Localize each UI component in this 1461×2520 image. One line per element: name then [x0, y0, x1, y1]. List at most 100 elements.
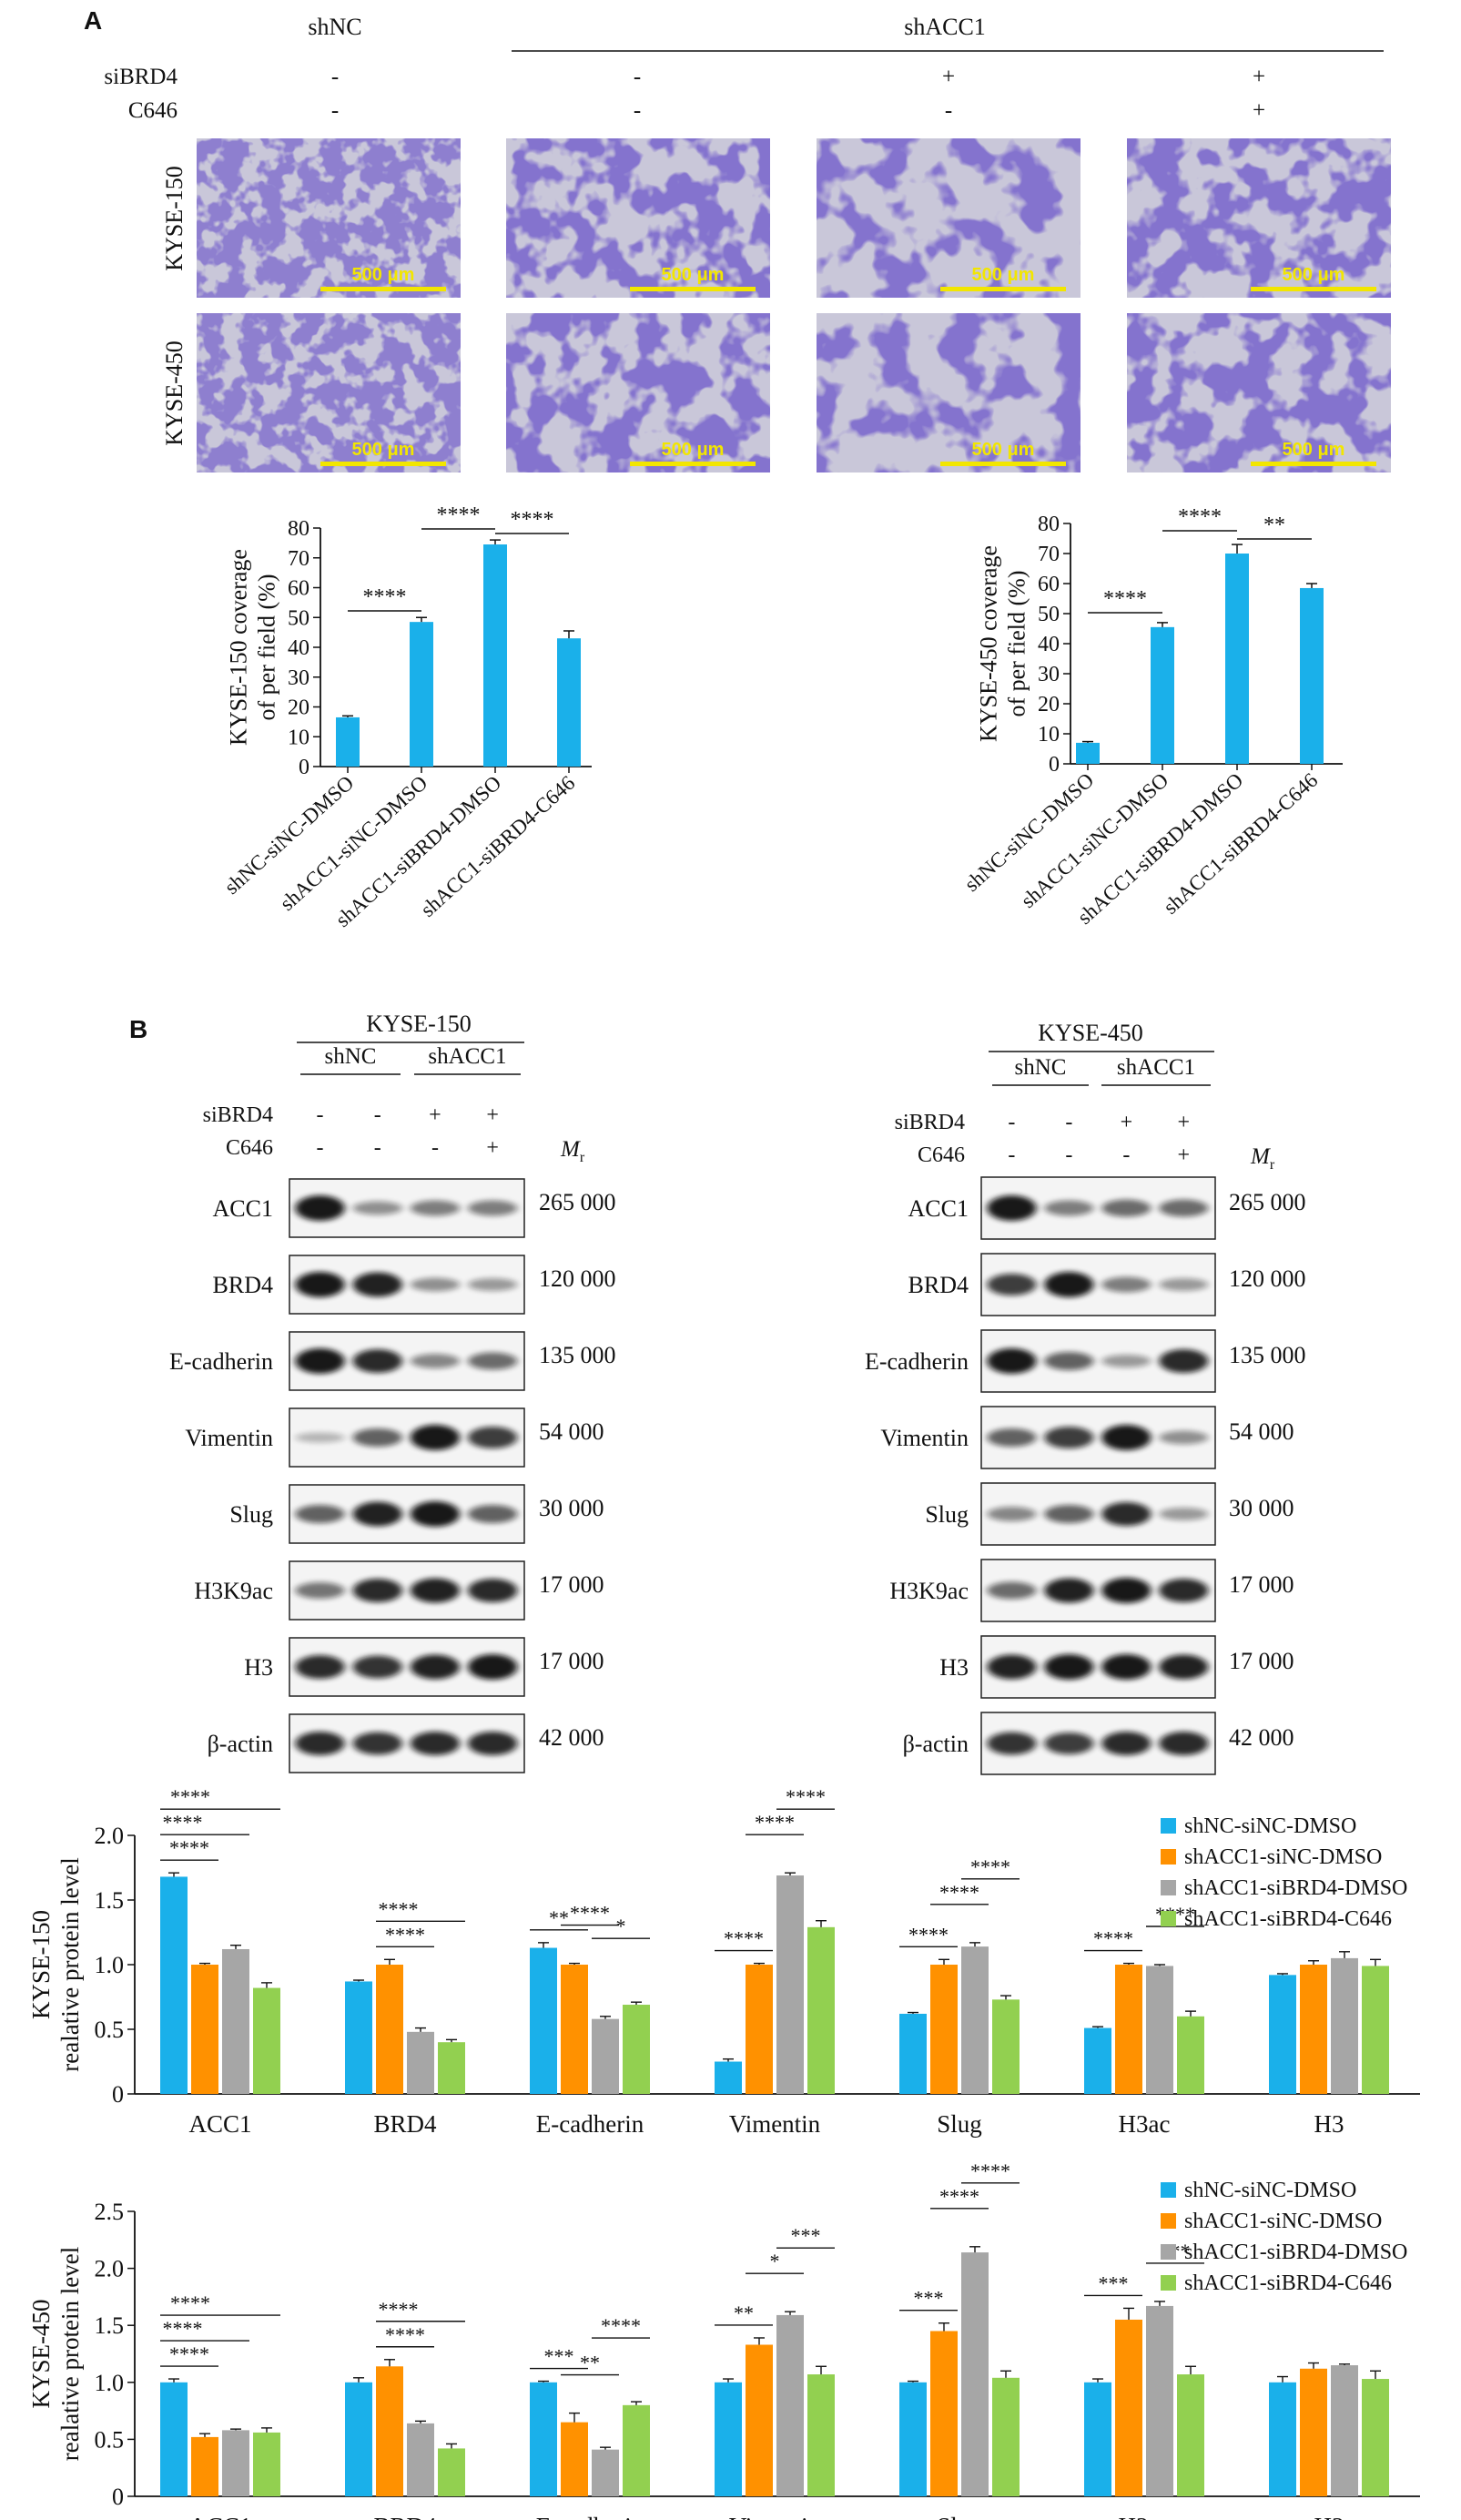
legend-swatch — [1161, 1849, 1176, 1865]
blot-band — [1101, 1199, 1152, 1217]
legend-label: shACC1-siBRD4-DMSO — [1184, 2241, 1407, 2264]
y-axis-label-line: KYSE-450 — [27, 2300, 55, 2409]
blot-band — [1044, 1272, 1094, 1297]
blot-band — [468, 1427, 518, 1448]
blot-band — [1159, 1349, 1209, 1373]
bar — [1146, 1966, 1173, 2094]
significance-label: **** — [724, 1927, 764, 1950]
blot-band — [1159, 1732, 1209, 1755]
bar — [253, 2432, 280, 2496]
x-tick-label: shNC-siNC-DMSO — [220, 771, 359, 899]
condition-sign: - — [634, 98, 641, 123]
significance-label: ** — [1263, 513, 1285, 537]
scale-bar — [1251, 287, 1376, 291]
protein-label: Vimentin — [185, 1425, 273, 1451]
blot-band — [410, 1654, 461, 1680]
legend-swatch — [1161, 1818, 1176, 1834]
bar — [345, 1981, 372, 2094]
y-tick-label: 70 — [288, 547, 309, 571]
blot-condition-sign: - — [1065, 1111, 1072, 1134]
bar — [992, 1999, 1020, 2094]
blot-band — [1159, 1278, 1209, 1291]
scale-bar-label: 500 μm — [352, 265, 415, 285]
blot-condition-sign: - — [1065, 1143, 1072, 1167]
bar — [191, 1965, 218, 2094]
significance-label: **** — [908, 1923, 949, 1946]
y-tick-label: 20 — [1038, 693, 1060, 716]
y-tick-label: 10 — [1038, 723, 1060, 747]
blot-band — [295, 1655, 345, 1679]
molecular-weight-label: 120 000 — [539, 1265, 616, 1292]
protein-label: H3K9ac — [889, 1578, 969, 1604]
mr-subscript: r — [580, 1150, 585, 1165]
scale-bar-label: 500 μm — [662, 440, 725, 460]
bar — [557, 638, 581, 767]
blot-band — [410, 1732, 461, 1755]
protein-label: H3K9ac — [194, 1578, 273, 1604]
bar — [1084, 2027, 1111, 2094]
panel-letter-b: B — [129, 1015, 147, 1043]
blot-band — [468, 1278, 518, 1291]
significance-label: ** — [734, 2302, 754, 2324]
y-tick-label: 0 — [299, 756, 309, 779]
blot-band — [1101, 1425, 1152, 1450]
blot-group-shacc1: shACC1 — [428, 1044, 506, 1069]
bar — [222, 1948, 249, 2094]
legend-label: shACC1-siBRD4-C646 — [1184, 1907, 1392, 1931]
bar — [1115, 1965, 1142, 2094]
y-axis-label: KYSE-450 coverageof per field (%) — [975, 545, 1030, 742]
bar — [222, 2430, 249, 2496]
blot-band — [352, 1501, 402, 1527]
legend-swatch — [1161, 1880, 1176, 1895]
significance-label: **** — [170, 1785, 210, 1808]
blot-band — [410, 1578, 461, 1603]
significance-label: **** — [385, 2323, 425, 2346]
bar — [1269, 1975, 1296, 2094]
blot-band — [352, 1272, 402, 1297]
condition-sign: + — [942, 65, 955, 89]
y-tick-label: 40 — [288, 636, 309, 660]
significance-label: *** — [544, 2345, 574, 2368]
blot-band — [1044, 1732, 1094, 1754]
blot-band — [1044, 1352, 1094, 1370]
y-axis-label-line: KYSE-450 coverage — [975, 545, 1001, 742]
bar — [623, 2005, 650, 2094]
blot-frame — [289, 1255, 525, 1315]
protein-label: β-actin — [208, 1731, 273, 1757]
blot-band — [1044, 1505, 1094, 1523]
bar — [191, 2436, 218, 2496]
x-tick-label: Vimentin — [729, 2110, 821, 2138]
blot-band — [987, 1507, 1037, 1521]
blot-condition-sign: - — [374, 1136, 381, 1160]
blot-band — [295, 1505, 345, 1523]
protein-label: Slug — [229, 1501, 273, 1528]
blot-condition-sign: + — [1178, 1111, 1191, 1134]
x-tick-label: Slug — [937, 2110, 982, 2138]
significance-label: ** — [549, 1906, 569, 1929]
blot-band — [468, 1654, 518, 1680]
molecular-weight-label: 54 000 — [539, 1418, 604, 1445]
protein-label: ACC1 — [908, 1195, 969, 1222]
micrograph-stain — [817, 313, 1081, 472]
condition-sign: + — [1253, 98, 1265, 123]
bar — [336, 716, 360, 767]
x-tick-label: ACC1 — [188, 2513, 251, 2520]
blot-band — [295, 1432, 345, 1443]
molecular-weight-label: 135 000 — [1229, 1342, 1306, 1368]
micrograph-stain — [506, 313, 770, 472]
scale-bar — [940, 462, 1066, 466]
y-tick-label: 1.0 — [95, 1952, 125, 1978]
bar — [715, 2061, 742, 2094]
protein-label: H3 — [244, 1654, 273, 1681]
blot-band — [1101, 1276, 1152, 1293]
bar — [1115, 2319, 1142, 2496]
micrograph-stain — [197, 313, 461, 472]
blot-band — [468, 1505, 518, 1523]
bar — [1331, 1957, 1358, 2094]
blot-band — [1101, 1502, 1152, 1526]
bar — [776, 2314, 804, 2496]
bar — [407, 2423, 434, 2496]
bar — [1331, 2365, 1358, 2496]
x-tick-label: H3ac — [1119, 2110, 1171, 2138]
blot-band — [352, 1349, 402, 1373]
